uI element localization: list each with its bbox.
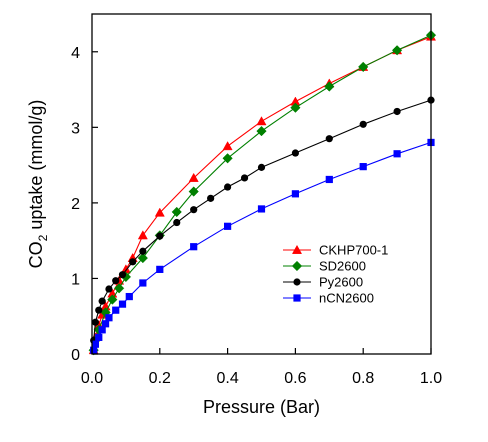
- data-point-sd2600-13: [290, 102, 301, 113]
- x-tick-label-2: 0.4: [216, 370, 238, 387]
- legend-marker-py2600: [293, 278, 301, 286]
- plot-area: [88, 30, 437, 356]
- data-point-ncn2600-7: [118, 300, 127, 308]
- axes: [91, 13, 432, 355]
- data-point-py2600-4: [105, 285, 113, 293]
- data-point-py2600-6: [118, 271, 127, 279]
- series-line-ckhp700-1: [93, 36, 432, 351]
- y-tick-label-1: 1: [71, 271, 80, 288]
- data-point-ncn2600-5: [105, 314, 113, 322]
- data-point-sd2600-16: [391, 45, 403, 56]
- data-point-py2600-10: [173, 218, 181, 227]
- data-point-py2600-16: [291, 149, 299, 157]
- y-tick-label-0: 0: [71, 347, 80, 364]
- x-tick-label-1: 0.2: [149, 370, 171, 387]
- series-line-py2600: [93, 99, 432, 341]
- legend-marker-ckhp700-1: [291, 244, 303, 254]
- data-point-ncn2600-12: [224, 222, 232, 230]
- ticks: 0.0 0.2 0.4 0.6 0.8 1.0 0 1 2 3 4: [71, 45, 442, 387]
- data-point-py2600-14: [240, 174, 249, 182]
- data-point-ncn2600-10: [156, 265, 164, 273]
- y-axis-label-prefix: CO: [26, 241, 46, 268]
- data-point-py2600-19: [393, 107, 401, 116]
- x-tick-label-0: 0.0: [81, 370, 103, 387]
- x-tick-label-5: 1.0: [420, 370, 442, 387]
- data-point-ncn2600-2: [95, 333, 103, 341]
- data-point-py2600-13: [224, 183, 232, 191]
- data-point-py2600-7: [129, 258, 137, 266]
- y-tick-label-4: 4: [71, 45, 80, 62]
- data-point-sd2600-15: [358, 61, 369, 73]
- x-tick-label-4: 0.8: [352, 370, 374, 387]
- data-point-ncn2600-14: [291, 190, 299, 198]
- data-point-ncn2600-9: [139, 279, 147, 287]
- data-point-ncn2600-3: [98, 326, 106, 334]
- data-point-py2600-9: [156, 232, 164, 240]
- data-point-ncn2600-6: [112, 306, 120, 314]
- data-point-ckhp700-1-13: [256, 116, 267, 126]
- legend-label-ncn2600: nCN2600: [319, 291, 374, 306]
- data-point-sd2600-10: [188, 186, 199, 197]
- data-point-ncn2600-1: [91, 340, 99, 348]
- plot-frame: [91, 13, 432, 355]
- series-line-sd2600: [93, 34, 432, 351]
- legend-marker-ncn2600: [293, 294, 301, 302]
- data-point-ncn2600-0: [90, 346, 98, 354]
- data-point-py2600-11: [190, 206, 198, 214]
- data-point-ncn2600-11: [190, 243, 198, 251]
- data-point-ckhp700-1-9: [137, 230, 148, 240]
- data-point-py2600-18: [359, 120, 367, 128]
- data-point-py2600-12: [207, 194, 215, 202]
- legend-label-py2600: Py2600: [319, 275, 363, 290]
- y-axis-label: CO2 uptake (mmol/g): [26, 100, 50, 269]
- data-point-sd2600-7: [137, 252, 149, 264]
- data-point-sd2600-12: [256, 125, 267, 137]
- data-point-py2600-5: [112, 277, 120, 285]
- y-axis-label-subscript: 2: [36, 234, 50, 241]
- data-point-ncn2600-8: [125, 292, 133, 301]
- data-point-ckhp700-1-11: [188, 172, 199, 182]
- data-point-py2600-17: [325, 135, 333, 143]
- data-point-ncn2600-4: [101, 320, 110, 328]
- data-point-sd2600-4: [107, 294, 118, 305]
- data-point-sd2600-9: [171, 206, 182, 218]
- legend-marker-sd2600: [291, 260, 303, 272]
- data-point-ckhp700-1-10: [154, 207, 165, 217]
- legend-label-sd2600: SD2600: [319, 259, 366, 274]
- data-point-sd2600-14: [324, 81, 335, 92]
- y-tick-label-3: 3: [71, 120, 80, 137]
- x-tick-label-3: 0.6: [284, 370, 306, 387]
- data-point-py2600-1: [91, 318, 99, 326]
- data-point-py2600-2: [95, 306, 103, 314]
- data-point-py2600-8: [139, 247, 147, 255]
- data-point-sd2600-11: [222, 153, 233, 164]
- data-point-ncn2600-13: [257, 205, 266, 213]
- data-point-ncn2600-16: [359, 163, 367, 171]
- x-axis-label: Pressure (Bar): [203, 397, 320, 417]
- data-point-sd2600-5: [113, 283, 125, 294]
- data-point-ckhp700-1-12: [222, 141, 233, 151]
- legend-label-ckhp700-1: CKHP700-1: [319, 243, 388, 258]
- data-point-py2600-3: [98, 297, 106, 305]
- y-tick-label-2: 2: [71, 196, 80, 213]
- data-point-ncn2600-17: [393, 150, 401, 158]
- y-axis-label-suffix: uptake (mmol/g): [26, 100, 46, 235]
- data-point-ncn2600-15: [325, 175, 333, 184]
- data-point-py2600-15: [257, 163, 266, 171]
